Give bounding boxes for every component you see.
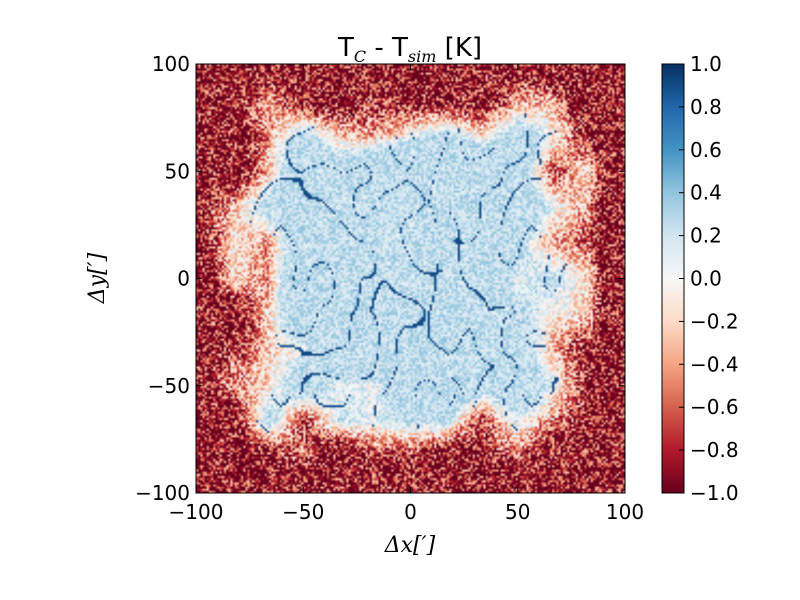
y-tick-label: 100 <box>152 52 190 76</box>
x-tick-label: −50 <box>282 500 324 524</box>
colorbar-tick-label: 0.2 <box>690 224 722 248</box>
heatmap-plot-area <box>195 63 626 494</box>
colorbar-tick-label: −0.2 <box>690 309 739 333</box>
chart-title: TC - Tsim [K] <box>337 33 482 66</box>
colorbar-tick-label: −1.0 <box>690 481 739 505</box>
y-axis-label: Δy[′] <box>85 252 110 304</box>
x-tick-label: 100 <box>606 500 644 524</box>
colorbar-tick-label: 1.0 <box>690 52 722 76</box>
colorbar-tick-label: −0.8 <box>690 438 739 462</box>
colorbar-tick-label: 0.4 <box>690 181 722 205</box>
x-axis: −100 −50 0 50 100 <box>169 64 644 524</box>
colorbar-axis: 1.0 0.8 0.6 0.4 0.2 0.0 −0.2 −0.4 −0.6 −0.8 −1.0 <box>679 52 739 505</box>
colorbar-tick-label: 0.8 <box>690 95 722 119</box>
y-tick-label: −50 <box>148 374 190 398</box>
colorbar-tick-label: −0.6 <box>690 395 739 419</box>
y-tick-label: −100 <box>135 481 190 505</box>
x-axis-label: Δx[′] <box>384 533 436 558</box>
y-tick-label: 0 <box>177 267 190 291</box>
x-tick-label: 50 <box>505 500 530 524</box>
colorbar-tick-label: −0.4 <box>690 352 739 376</box>
heatmap-image <box>196 64 625 493</box>
x-tick-label: 0 <box>404 500 417 524</box>
y-axis: −100 −50 0 50 100 <box>135 52 625 505</box>
y-tick-label: 50 <box>165 159 190 183</box>
colorbar-tick-label: 0.6 <box>690 138 722 162</box>
x-tick-label: −100 <box>169 500 224 524</box>
colorbar-tick-label: 0.0 <box>690 267 722 291</box>
